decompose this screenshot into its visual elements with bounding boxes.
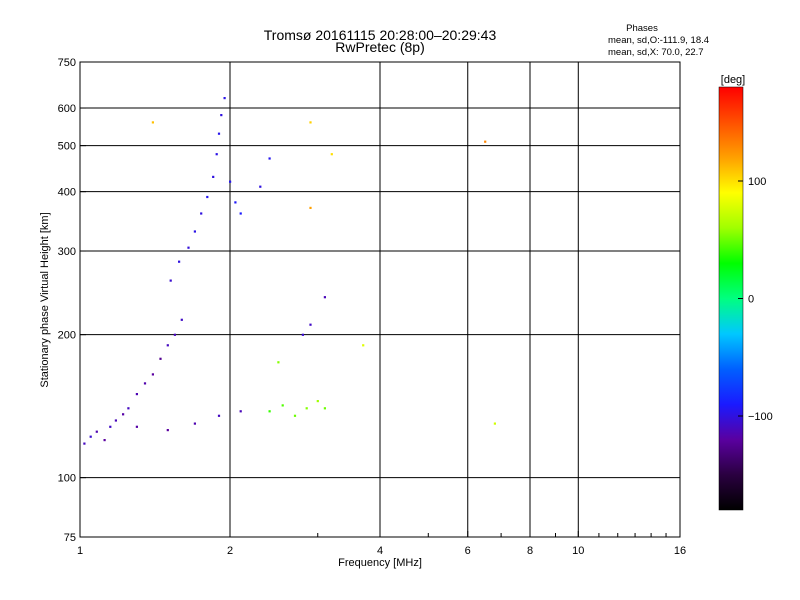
- y-tick-label: 100: [58, 473, 76, 485]
- data-point-o-mode: [159, 357, 162, 360]
- data-point-o-mode: [127, 407, 130, 410]
- y-tick-label: 300: [58, 246, 76, 258]
- data-point-x-mode: [493, 422, 496, 425]
- data-point-x-mode: [309, 206, 312, 209]
- grid-lines: [80, 62, 680, 537]
- data-point-x-mode: [281, 404, 284, 407]
- data-point-o-mode: [166, 344, 169, 347]
- x-tick-label: 6: [465, 545, 471, 557]
- data-point-o-mode: [122, 413, 125, 416]
- data-point-x-mode: [323, 407, 326, 410]
- colorbar-tick-label: 100: [748, 176, 766, 188]
- data-point-x-mode: [268, 410, 271, 413]
- x-tick-label: 8: [527, 545, 533, 557]
- data-point-o-mode: [151, 373, 154, 376]
- data-point-o-mode: [206, 195, 209, 199]
- data-point-o-mode: [268, 157, 271, 160]
- data-point-o-mode: [217, 414, 221, 417]
- stats-o-mode: mean, sd,O:-111.9, 18.4: [608, 35, 709, 46]
- colorbar-tick-label: 0: [748, 294, 754, 306]
- y-tick-label: 75: [64, 532, 76, 544]
- data-point-o-mode: [212, 175, 215, 178]
- data-point-x-mode: [362, 344, 365, 347]
- data-point-o-mode: [143, 382, 147, 385]
- data-point-o-mode: [229, 180, 232, 183]
- data-point-o-mode: [103, 439, 106, 442]
- data-point-x-mode: [309, 121, 312, 124]
- chart-title: Tromsø 20161115 20:28:00–20:29:43: [264, 27, 497, 43]
- colorbar-ticks: 100 0 −100: [738, 176, 773, 423]
- data-point-o-mode: [83, 442, 86, 445]
- data-point-o-mode: [178, 260, 181, 263]
- data-point-x-mode: [277, 361, 280, 364]
- data-point-o-mode: [239, 410, 242, 413]
- stats-title: Phases: [626, 23, 658, 34]
- x-tick-label: 2: [227, 545, 233, 557]
- y-axis-ticks: 75 100 200 300 400 500 600 750: [58, 57, 86, 544]
- data-point-o-mode: [180, 318, 183, 321]
- data-point-x-mode: [316, 400, 319, 403]
- data-point-o-mode: [301, 333, 304, 336]
- x-tick-label: 4: [377, 545, 383, 557]
- data-point-x-mode: [305, 407, 308, 410]
- y-tick-label: 750: [58, 57, 76, 69]
- data-point-o-mode: [135, 393, 138, 396]
- data-point-o-mode: [234, 201, 237, 204]
- data-point-o-mode: [135, 425, 138, 428]
- data-point-x-mode: [151, 121, 154, 124]
- data-point-o-mode: [89, 435, 92, 438]
- data-point-o-mode: [109, 425, 112, 428]
- data-point-x-mode: [330, 153, 333, 156]
- colorbar-tick-label: −100: [748, 411, 773, 423]
- data-point-x-mode: [293, 414, 297, 417]
- data-point-o-mode: [173, 333, 176, 336]
- data-point-o-mode: [166, 429, 169, 432]
- data-point-o-mode: [309, 323, 312, 326]
- data-point-o-mode: [259, 185, 262, 188]
- data-point-x-mode: [484, 140, 487, 143]
- x-tick-label: 10: [572, 545, 584, 557]
- colorbar-unit-label: [deg]: [721, 74, 745, 86]
- data-point-o-mode: [217, 132, 221, 135]
- y-tick-label: 200: [58, 330, 76, 342]
- data-point-o-mode: [323, 296, 326, 299]
- data-point-o-mode: [114, 419, 117, 422]
- x-axis-ticks: 1 2 4 6 8 10 16: [77, 531, 686, 557]
- data-point-o-mode: [187, 246, 190, 249]
- stats-x-mode: mean, sd,X: 70.0, 22.7: [608, 47, 704, 58]
- data-point-o-mode: [220, 114, 223, 117]
- chart-subtitle: RwPretec (8p): [335, 39, 424, 55]
- x-tick-label: 16: [674, 545, 686, 557]
- y-tick-label: 400: [58, 187, 76, 199]
- data-point-o-mode: [169, 279, 172, 282]
- x-tick-label: 1: [77, 545, 83, 557]
- data-points: [83, 97, 496, 445]
- y-tick-label: 500: [58, 141, 76, 153]
- data-point-o-mode: [239, 212, 242, 215]
- data-point-o-mode: [223, 97, 226, 100]
- y-axis-label: Stationary phase Virtual Height [km]: [39, 212, 51, 387]
- data-point-o-mode: [193, 230, 196, 233]
- data-point-o-mode: [95, 430, 98, 433]
- data-point-o-mode: [200, 212, 203, 215]
- data-point-o-mode: [215, 153, 218, 156]
- data-point-o-mode: [193, 422, 196, 425]
- y-tick-label: 600: [58, 103, 76, 115]
- x-axis-label: Frequency [MHz]: [338, 557, 422, 569]
